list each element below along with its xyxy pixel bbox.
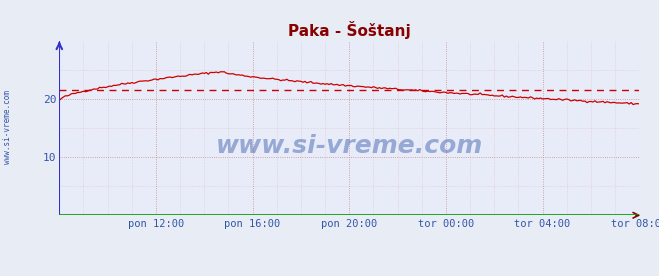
Legend: temperatura [C], pretok [m3/s]: temperatura [C], pretok [m3/s] xyxy=(291,273,407,276)
Text: www.si-vreme.com: www.si-vreme.com xyxy=(215,134,483,158)
Text: www.si-vreme.com: www.si-vreme.com xyxy=(3,90,13,164)
Title: Paka - Šoštanj: Paka - Šoštanj xyxy=(288,21,411,39)
